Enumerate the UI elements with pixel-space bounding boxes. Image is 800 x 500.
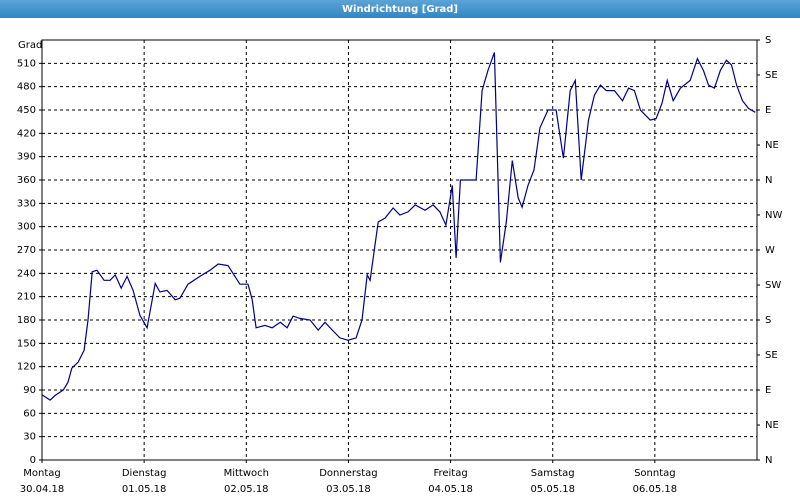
y2-tick-label: N <box>765 455 772 466</box>
y-tick-label: 150 <box>17 338 36 349</box>
x-tick-label: Sonntag <box>634 468 676 479</box>
y-tick-label: 90 <box>23 385 36 396</box>
y-tick-label: 420 <box>17 128 36 139</box>
y-tick-label: 510 <box>17 58 36 69</box>
x-tick-label: Dienstag <box>122 468 167 479</box>
y2-tick-label: N <box>765 175 772 186</box>
y2-tick-label: E <box>765 105 771 116</box>
x-tick-label: Montag <box>23 468 60 479</box>
grid <box>41 40 757 461</box>
y2-tick-label: S <box>765 35 771 46</box>
y-tick-label: 0 <box>30 455 36 466</box>
y-tick-label: 210 <box>17 292 36 303</box>
x-tick-date: 05.05.18 <box>530 484 575 495</box>
y2-tick-label: NE <box>765 140 779 151</box>
y2-tick-label: SE <box>765 70 778 81</box>
y-tick-label: 330 <box>17 198 36 209</box>
x-tick-label: Mittwoch <box>224 468 269 479</box>
x-tick-label: Freitag <box>433 468 467 479</box>
x-tick-date: 30.04.18 <box>20 484 65 495</box>
y-axis-label: Grad <box>18 40 42 51</box>
x-tick-date: 06.05.18 <box>633 484 678 495</box>
title-bar <box>0 0 800 18</box>
y-tick-label: 60 <box>23 408 36 419</box>
data-line <box>41 52 756 401</box>
y-tick-label: 30 <box>23 432 36 443</box>
x-tick-date: 01.05.18 <box>122 484 167 495</box>
y2-tick-label: S <box>765 315 771 326</box>
y-tick-label: 360 <box>17 175 36 186</box>
x-tick-label: Donnerstag <box>319 468 377 479</box>
x-tick-date: 03.05.18 <box>326 484 371 495</box>
y2-tick-label: E <box>765 385 771 396</box>
y2-tick-label: NW <box>765 210 782 221</box>
chart-title: Windrichtung [Grad] <box>342 4 458 15</box>
y-tick-label: 120 <box>17 362 36 373</box>
y2-tick-label: NE <box>765 420 779 431</box>
y-tick-label: 270 <box>17 245 36 256</box>
y2-tick-label: SW <box>765 280 781 291</box>
x-tick-label: Samstag <box>531 468 575 479</box>
y-tick-label: 300 <box>17 222 36 233</box>
y-tick-label: 180 <box>17 315 36 326</box>
y2-tick-label: SE <box>765 350 778 361</box>
y-tick-label: 480 <box>17 82 36 93</box>
x-tick-date: 02.05.18 <box>224 484 269 495</box>
x-tick-date: 04.05.18 <box>428 484 473 495</box>
y-tick-label: 450 <box>17 105 36 116</box>
y-tick-label: 390 <box>17 152 36 163</box>
y2-tick-label: W <box>765 245 775 256</box>
y-tick-label: 240 <box>17 268 36 279</box>
